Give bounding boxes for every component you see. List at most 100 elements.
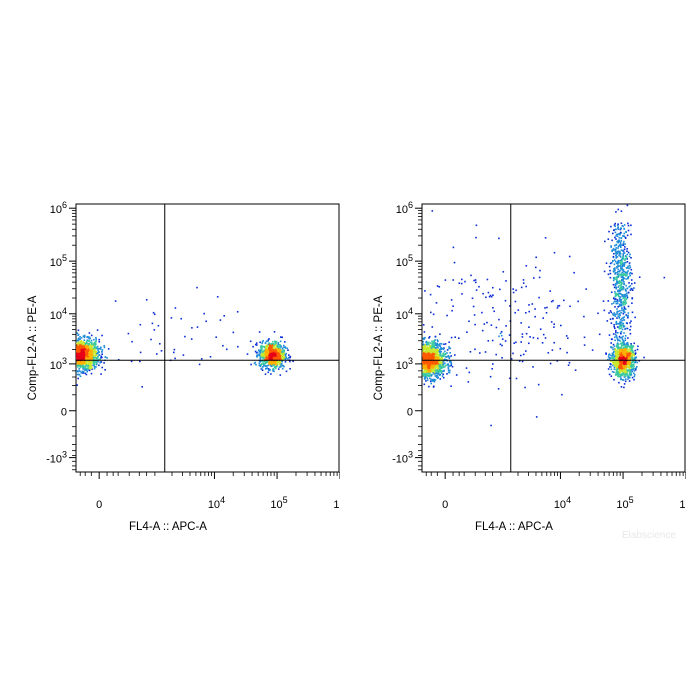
event-dot xyxy=(612,354,614,356)
event-dot xyxy=(427,342,429,344)
event-dot xyxy=(610,225,612,228)
event-dot xyxy=(263,364,265,367)
event-dot xyxy=(627,376,629,378)
event-dot xyxy=(89,349,92,352)
event-dot xyxy=(432,372,435,374)
event-dot xyxy=(521,336,524,338)
event-dot xyxy=(619,356,621,358)
event-dot xyxy=(621,319,623,322)
event-dot xyxy=(275,342,277,344)
event-dot xyxy=(624,237,627,239)
event-dot xyxy=(631,376,634,379)
event-dot xyxy=(625,298,628,300)
event-dot xyxy=(436,342,439,345)
event-dot xyxy=(623,356,626,358)
event-dot xyxy=(617,306,619,308)
event-dot xyxy=(264,362,266,365)
event-dot xyxy=(422,343,425,345)
event-dot xyxy=(276,350,279,353)
event-dot xyxy=(88,367,91,370)
event-dot xyxy=(99,361,101,364)
event-dot xyxy=(629,372,632,374)
event-dot xyxy=(611,357,614,360)
event-dot xyxy=(156,353,158,355)
event-dot xyxy=(618,369,620,372)
event-dot xyxy=(619,269,621,272)
event-dot xyxy=(617,302,619,305)
event-dot xyxy=(436,362,438,365)
event-dot xyxy=(260,356,262,358)
event-dot xyxy=(268,344,271,346)
event-dot xyxy=(624,364,626,367)
event-dot xyxy=(267,360,269,362)
event-dot xyxy=(615,248,617,251)
event-dot xyxy=(627,275,630,278)
event-dot xyxy=(83,339,86,341)
event-dot xyxy=(610,322,613,324)
event-dot xyxy=(434,373,437,375)
event-dot xyxy=(619,347,621,350)
event-dot xyxy=(620,346,622,349)
event-dot xyxy=(500,331,503,333)
event-dot xyxy=(614,365,616,367)
event-dot xyxy=(620,326,623,329)
event-dot xyxy=(81,354,83,357)
event-dot xyxy=(512,291,515,294)
event-dot xyxy=(267,364,269,367)
event-dot xyxy=(424,352,427,355)
event-dot xyxy=(621,262,624,264)
event-dot xyxy=(616,256,619,258)
event-dot xyxy=(272,350,274,352)
event-dot xyxy=(475,224,478,227)
event-dot xyxy=(631,297,633,300)
event-dot xyxy=(427,366,429,369)
event-dot xyxy=(607,356,610,358)
event-dot xyxy=(623,316,626,318)
event-dot xyxy=(616,271,618,274)
event-dot xyxy=(475,281,477,284)
event-dot xyxy=(612,353,614,355)
event-dot xyxy=(425,340,428,343)
event-dot xyxy=(428,341,430,344)
event-dot xyxy=(637,345,639,348)
event-dot xyxy=(273,364,275,366)
event-dot xyxy=(76,373,79,376)
event-dot xyxy=(619,323,622,326)
event-dot xyxy=(489,294,492,297)
event-dot xyxy=(436,349,439,352)
event-dot xyxy=(433,356,435,359)
event-dot xyxy=(191,327,193,329)
event-dot xyxy=(442,363,445,365)
event-dot xyxy=(91,346,93,349)
event-dot xyxy=(617,368,619,370)
event-dot xyxy=(90,334,93,337)
event-dot xyxy=(631,370,633,373)
event-dot xyxy=(260,355,263,358)
event-dot xyxy=(634,367,636,370)
event-dot xyxy=(617,241,619,244)
event-dot xyxy=(625,378,627,380)
event-dot xyxy=(626,362,628,364)
event-dot xyxy=(428,336,431,338)
event-dot xyxy=(602,300,605,302)
event-dot xyxy=(615,235,617,237)
event-dot xyxy=(261,354,264,357)
event-dot xyxy=(607,300,610,302)
event-dot xyxy=(625,366,628,368)
event-dot xyxy=(608,373,611,376)
event-dot xyxy=(591,349,594,351)
event-dot xyxy=(629,266,632,269)
event-dot xyxy=(93,349,96,351)
event-dot xyxy=(77,364,80,367)
event-dot xyxy=(98,338,100,341)
event-dot xyxy=(429,374,431,376)
event-dot xyxy=(277,352,279,354)
event-dot xyxy=(619,233,621,236)
event-dot xyxy=(615,292,618,295)
event-dot xyxy=(525,332,528,335)
event-dot xyxy=(622,297,624,300)
event-dot xyxy=(514,300,517,303)
event-dot xyxy=(78,360,81,363)
event-dot xyxy=(79,364,81,367)
event-dot xyxy=(283,349,286,352)
